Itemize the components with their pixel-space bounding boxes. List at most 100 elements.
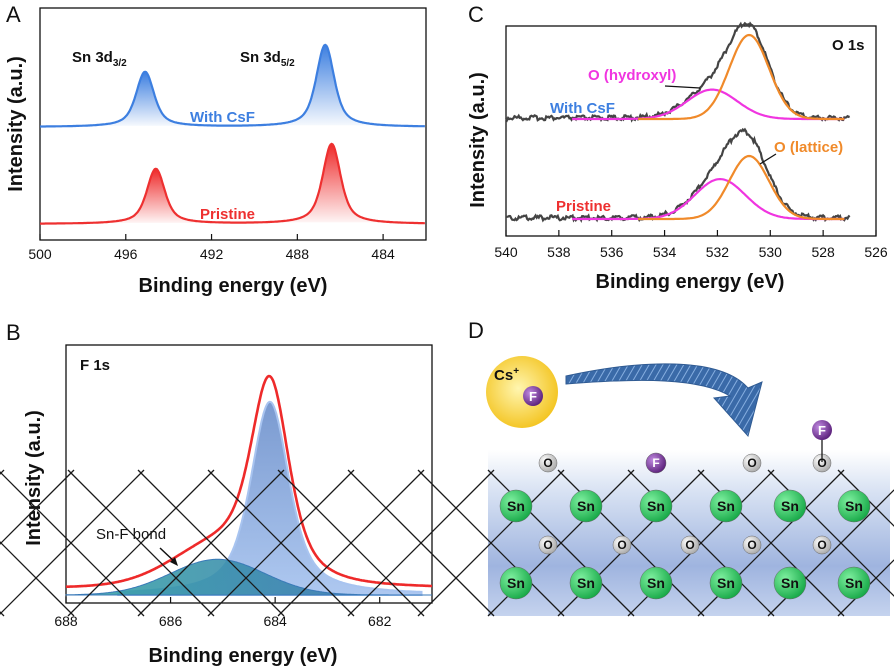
lattice-bond [417,469,565,617]
chart-b-xtick-label: 684 [263,613,287,629]
chart-c-annotation-hydroxyl-line [664,85,701,89]
sn-atom-ball [709,489,743,523]
schematic-surface [488,450,890,616]
chart-b: 688 686 684 682 F 1s Sn-F bond Binding ener… [23,344,433,667]
cs-ion: Cs+ F [486,356,558,428]
chart-a-frame [39,7,427,241]
cs-ball [486,356,558,428]
sn-atom-ball [709,566,743,600]
o-atom-top-label: O [817,456,826,470]
chart-a-peak-fill-with-csf-0 [80,72,209,126]
adsorbed-f-label: F [818,423,826,438]
o-atom-mid-label: O [617,538,626,552]
chart-c-series-label-pristine: Pristine [556,198,611,215]
chart-b-xtick-label: 688 [54,613,78,629]
cs-f-ball [523,386,543,406]
chart-b-title: F 1s [80,357,110,374]
adsorbed-f-ball [812,420,832,440]
sn-atom-label: Sn [845,575,863,591]
chart-c-hydroxyl-pristine [572,177,845,221]
chart-c-series-label-with-csf: With CsF [550,100,615,117]
chart-b-snf-component [65,558,432,596]
chart-a: 500 496 492 488 484 Sn 3d3/2 Sn 3d5/2 With C… [5,7,427,297]
o-atom-mid-label: O [543,538,552,552]
sn-atom-label: Sn [717,498,735,514]
lattice-atoms: O O O F O O O O O Sn Sn Sn Sn Sn Sn Sn Sn Sn Sn Sn Sn [499,452,871,600]
sn-atom-label: Sn [507,575,525,591]
chart-a-line-pristine [40,142,425,225]
chart-a-line-with-csf [40,43,426,128]
lattice-bond [277,469,425,617]
chart-c-raw-pristine [505,127,851,223]
schematic-d: O O O F O O O O O Sn Sn Sn Sn Sn Sn Sn Sn Sn Sn Sn Sn Cs+ F … [0,356,894,617]
o-atom-mid-ball [612,535,632,555]
f-atom-surface-label: F [652,456,659,470]
sn-atom-label: Sn [717,575,735,591]
lattice-bond [347,469,495,617]
o-atom-mid-ball [538,535,558,555]
chart-a-series-label-with-csf: With CsF [190,109,255,126]
chart-c-xtick-label: 538 [547,244,571,260]
sn-atom-label: Sn [647,498,665,514]
sn-atom-ball [569,566,603,600]
sn-atom-ball [639,566,673,600]
chart-b-annotation-arrowhead [170,557,178,566]
sn-atom-label: Sn [577,498,595,514]
chart-a-xtick-label: 496 [114,246,138,262]
o-atom-mid-ball [812,535,832,555]
o-atom-mid-label: O [817,538,826,552]
chart-b-xlabel: Binding energy (eV) [149,645,338,667]
chart-c-frame [505,25,877,237]
o-atom-top-label: O [543,456,552,470]
chart-b-xtick-label: 682 [368,613,392,629]
panel-letter-c: C [468,2,484,27]
lattice-bond [207,469,355,617]
chart-a-xtick-label: 492 [200,246,224,262]
lattice-bond [137,469,285,617]
sn-atom-label: Sn [781,575,799,591]
sn-atom-ball [837,489,871,523]
chart-c-xlabel: Binding energy (eV) [596,271,785,293]
o-atom-mid-ball [680,535,700,555]
chart-c-xtick-label: 534 [653,244,677,260]
chart-a-annotation-sn3d52: Sn 3d5/2 [240,49,295,69]
cs-f-label: F [529,389,537,404]
o-atom-mid-label: O [685,538,694,552]
chart-a-annotation-sn3d32: Sn 3d3/2 [72,49,127,69]
chart-c-annotation-lattice: O (lattice) [774,139,843,156]
chart-c-xtick-label: 532 [706,244,730,260]
transfer-arrow [565,363,763,438]
sn-atom-ball [639,489,673,523]
panel-letter-a: A [6,2,21,27]
chart-c-annotation-hydroxyl: O (hydroxyl) [588,67,676,84]
sn-atom-ball [837,566,871,600]
chart-c-lattice-pristine [638,154,845,221]
chart-c-xtick-label: 536 [600,244,624,260]
lattice-bond [67,469,215,617]
chart-c-xtick-label: 528 [811,244,835,260]
chart-c-annotation-lattice-line [759,153,777,165]
sn-atom-ball [773,489,807,523]
chart-c-hydroxyl-with-csf [572,88,845,121]
chart-b-annotation-snf: Sn-F bond [96,526,166,543]
lattice-bond [0,469,145,615]
sn-atom-label: Sn [647,575,665,591]
chart-a-peak-fill-with-csf-1 [260,45,389,126]
chart-c-xtick-label: 530 [759,244,783,260]
chart-c: 540 538 536 534 532 530 528 526 O 1s O (hydroxy… [467,21,888,293]
o-atom-mid-ball [742,535,762,555]
sn-atom-label: Sn [577,575,595,591]
chart-a-xlabel: Binding energy (eV) [139,275,328,297]
chart-c-lattice-with-csf [638,33,845,121]
chart-a-peak-fill-pristine-0 [91,169,220,223]
o-atom-top-label: O [747,456,756,470]
chart-b-frame [65,344,433,604]
chart-a-peak-fill-pristine-1 [267,144,395,223]
chart-a-xtick-label: 488 [286,246,310,262]
sn-atom-ball [773,566,807,600]
f-atom-surface-ball [645,452,667,474]
chart-c-title: O 1s [832,37,865,54]
chart-c-xtick-label: 540 [494,244,518,260]
lattice-bond [0,469,75,545]
